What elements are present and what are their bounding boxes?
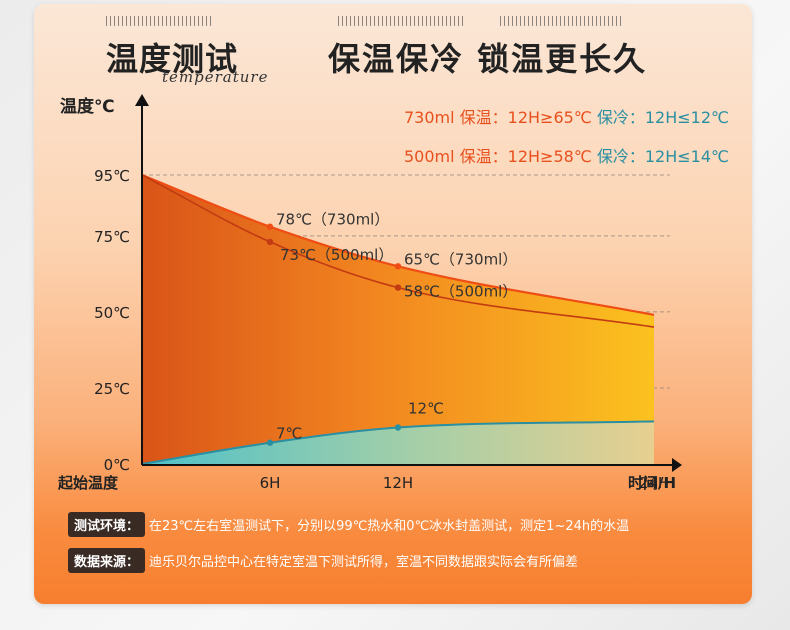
data-label: 58℃（500ml） [404,283,517,301]
data-label: 7℃ [276,425,302,443]
data-label: 65℃（730ml） [404,250,517,268]
decorative-ruler [500,16,624,26]
legend-entry: 730ml 保温：12H≥65℃ 保冷：12H≤12℃ [404,108,729,127]
legend-cold-label: 保冷： [592,108,645,127]
y-tick-label: 95℃ [94,167,130,185]
x-tick-label: 12H [383,474,413,492]
y-tick-label: 75℃ [94,228,130,246]
legend-cold-label: 保冷： [592,147,645,166]
data-point [266,223,274,230]
series-line-cold [141,420,655,465]
data-label: 12℃ [408,399,444,417]
y-axis-arrow [135,94,149,106]
data-label: 78℃（730ml） [276,211,389,229]
x-tick-label: 24H [639,474,669,492]
decorative-ruler [338,16,466,26]
series-line-500ml [141,174,655,328]
x-origin-label: 起始温度 [57,474,119,492]
legend-keep-hot: 12H≥58℃ [508,147,592,166]
legend-keep-hot: 12H≥65℃ [508,108,592,127]
script-subtitle: temperature [162,68,269,86]
note-label: 测试环境： [68,512,146,537]
page-title: 温度测试 [106,40,239,78]
legend-keep-cold: 12H≤12℃ [645,108,729,127]
x-tick-label: 6H [260,474,281,492]
legend-prefix: 500ml 保温： [404,147,508,166]
hot-water-area [142,175,654,464]
data-point [266,439,274,446]
series-line-730ml [141,173,655,316]
data-source-note: 数据来源： 迪乐贝尔品控中心在特定室温下测试所得，室温不同数据跟实际会有所偏差 [68,548,578,573]
note-text: 在23℃左右室温测试下，分别以99℃热水和0℃冰水封盖测试，测定1~24h的水温 [149,519,630,534]
legend-keep-cold: 12H≤14℃ [645,147,729,166]
data-point [394,263,402,270]
data-point [394,284,402,291]
cold-water-area [142,421,654,464]
y-tick-label: 25℃ [94,380,130,398]
legend-prefix: 730ml 保温： [404,108,508,127]
y-tick-label: 50℃ [94,304,130,322]
data-point [266,238,274,246]
y-tick-label: 0℃ [104,456,130,474]
note-text: 迪乐贝尔品控中心在特定室温下测试所得，室温不同数据跟实际会有所偏差 [149,555,579,570]
chart-card: 温度测试 temperature 保温保冷 锁温更长久 0℃ 25℃ 50℃ 75℃ 9… [34,4,752,604]
test-environment-note: 测试环境： 在23℃左右室温测试下，分别以99℃热水和0℃冰水封盖测试，测定1~… [68,512,629,537]
page-headline: 保温保冷 锁温更长久 [328,40,648,78]
temperature-chart: 0℃ 25℃ 50℃ 75℃ 95℃ 温度℃ 时间/H 起始温度 6H 12H 24H 78℃（730… [57,94,729,492]
legend-entry: 500ml 保温：12H≥58℃ 保冷：12H≤14℃ [404,147,729,166]
y-axis-title: 温度℃ [60,96,115,117]
x-axis-arrow [672,458,682,472]
data-label: 73℃（500ml） [280,246,393,264]
decorative-ruler [106,16,212,26]
data-point [394,424,402,431]
note-label: 数据来源： [68,548,146,573]
x-axis-title: 时间/H [628,474,676,492]
